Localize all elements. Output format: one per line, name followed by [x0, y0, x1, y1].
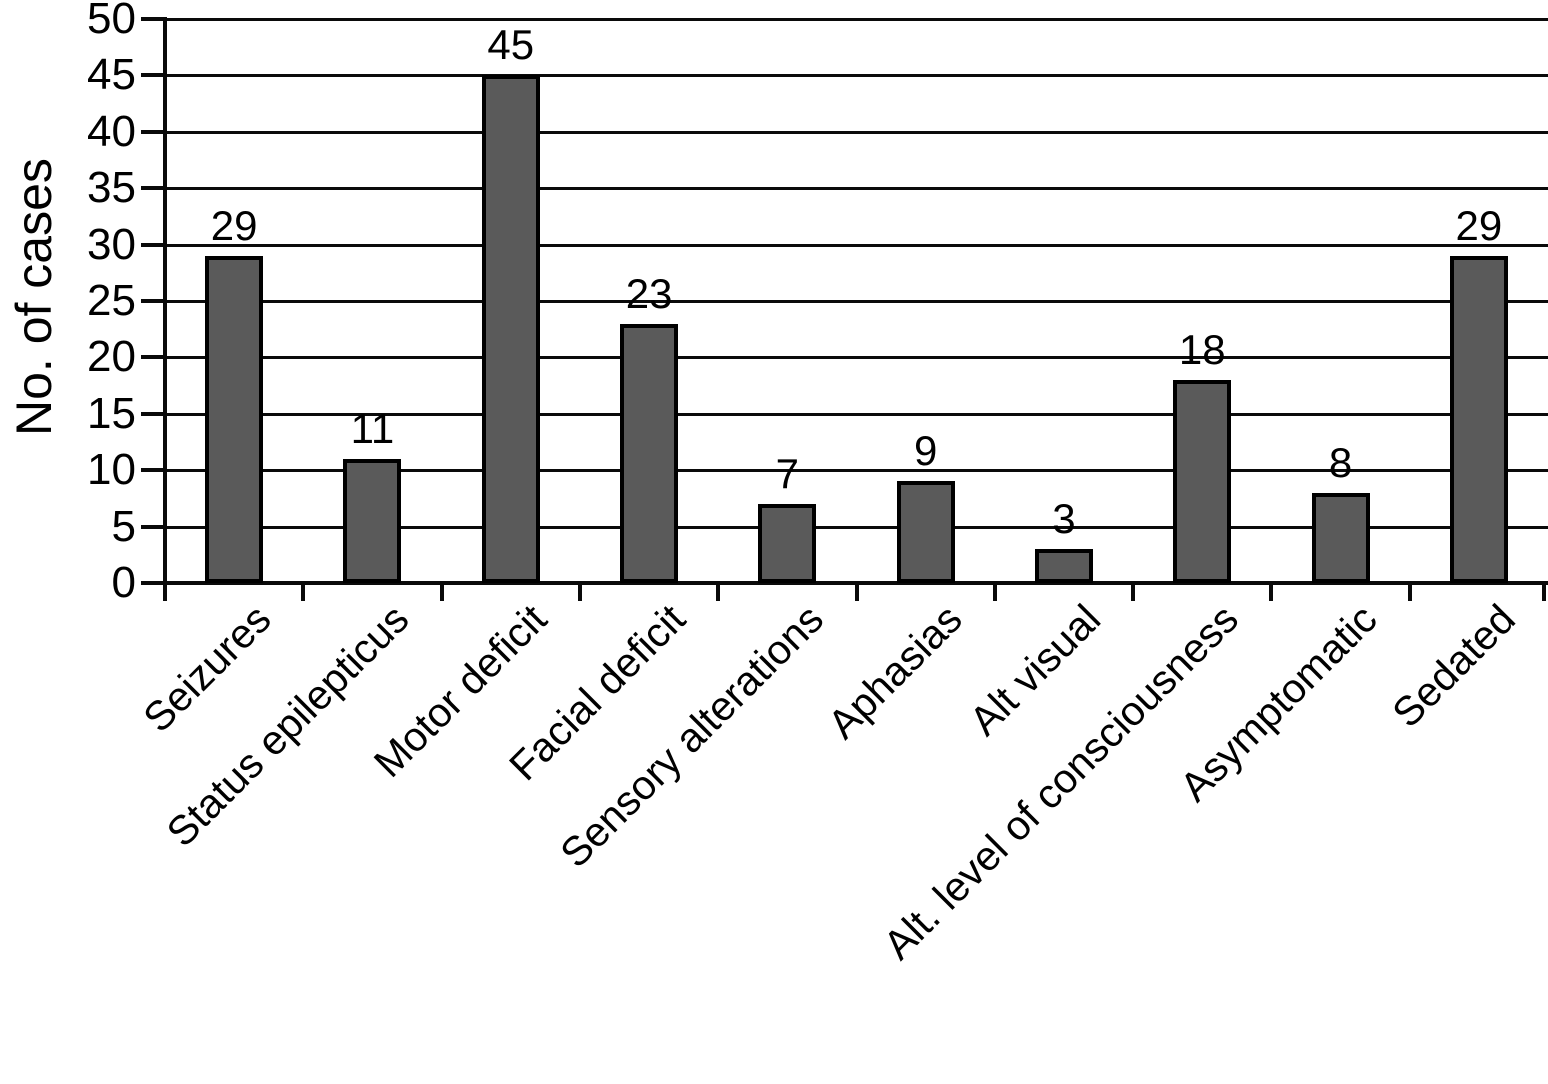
- y-tick: [141, 355, 165, 360]
- category-label: Aphasias: [818, 595, 971, 748]
- y-tick: [141, 186, 165, 191]
- bar-value-label: 3: [1052, 495, 1076, 543]
- gridline: [165, 525, 1548, 529]
- bar-value-label: 23: [625, 269, 673, 317]
- bar: [1311, 492, 1370, 583]
- bar: [896, 481, 955, 583]
- y-tick-label: 5: [111, 501, 136, 551]
- bar-value-label: 29: [210, 201, 258, 249]
- bar-value-label: 11: [350, 404, 395, 452]
- gridline: [165, 130, 1548, 134]
- y-tick: [141, 411, 165, 416]
- y-tick: [141, 468, 165, 473]
- y-tick-label: 20: [87, 332, 136, 382]
- category-label: Alt visual: [960, 595, 1110, 745]
- category-label: Sensory alterations: [551, 595, 833, 877]
- x-tick: [854, 583, 859, 601]
- y-tick-label: 0: [111, 558, 136, 607]
- bar: [1449, 255, 1508, 583]
- x-tick: [439, 583, 444, 601]
- bar-value-label: 8: [1328, 438, 1353, 486]
- bar: [481, 75, 540, 583]
- gridline: [165, 356, 1548, 360]
- gridline: [165, 18, 1548, 21]
- y-tick: [141, 524, 165, 529]
- y-tick-label: 40: [87, 106, 136, 156]
- gridline: [165, 243, 1548, 247]
- y-tick: [141, 299, 165, 303]
- y-tick-label: 10: [87, 445, 136, 495]
- bar-value-label: 18: [1178, 325, 1226, 373]
- y-tick-label: 45: [87, 50, 136, 100]
- bar-value-label: 45: [487, 21, 535, 69]
- x-tick: [301, 583, 306, 601]
- x-axis-line: [141, 581, 1548, 585]
- y-tick: [141, 129, 165, 134]
- y-tick: [141, 17, 165, 21]
- bar: [205, 255, 264, 583]
- x-tick: [577, 583, 582, 601]
- bar: [343, 458, 402, 583]
- x-tick: [716, 583, 721, 601]
- y-tick: [141, 242, 165, 247]
- gridline: [165, 469, 1548, 473]
- bar: [620, 323, 679, 583]
- y-tick-label: 15: [87, 388, 136, 438]
- bar-value-label: 7: [775, 450, 800, 498]
- y-tick-label: 25: [87, 276, 136, 325]
- x-tick: [1269, 583, 1274, 601]
- bar-value-label: 29: [1455, 201, 1503, 249]
- x-tick: [1131, 583, 1136, 601]
- gridline: [165, 300, 1548, 303]
- bar: [1173, 379, 1232, 583]
- y-axis-line: [163, 17, 167, 601]
- y-tick: [141, 73, 165, 78]
- gridline: [165, 412, 1548, 416]
- bar-value-label: 9: [913, 427, 938, 475]
- category-label: Status epilepticus: [157, 595, 418, 856]
- x-tick: [992, 583, 997, 601]
- gridline: [165, 74, 1548, 78]
- gridline: [165, 187, 1548, 191]
- y-tick-label: 50: [87, 0, 136, 43]
- y-tick-label: 30: [87, 219, 136, 269]
- y-tick-label: 35: [87, 163, 136, 213]
- x-tick: [1407, 583, 1412, 601]
- category-label: Sedated: [1383, 595, 1524, 737]
- category-label: Seizures: [133, 595, 280, 741]
- x-tick: [1542, 583, 1546, 601]
- bar: [1034, 549, 1093, 583]
- bar: [758, 504, 817, 583]
